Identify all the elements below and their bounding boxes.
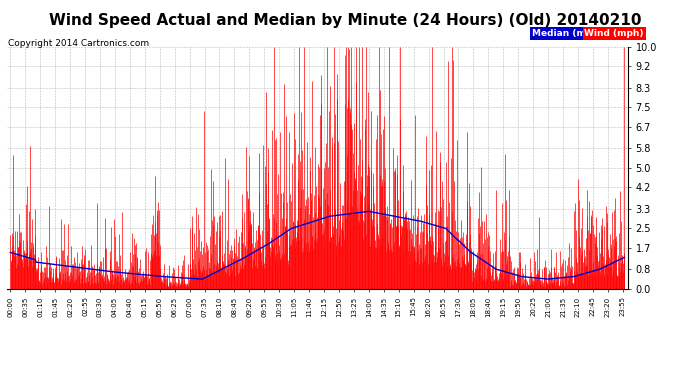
Text: Median (mph): Median (mph) [531, 29, 602, 38]
Text: Wind (mph): Wind (mph) [584, 29, 644, 38]
Text: Wind Speed Actual and Median by Minute (24 Hours) (Old) 20140210: Wind Speed Actual and Median by Minute (… [49, 13, 641, 28]
Text: Copyright 2014 Cartronics.com: Copyright 2014 Cartronics.com [8, 39, 150, 48]
